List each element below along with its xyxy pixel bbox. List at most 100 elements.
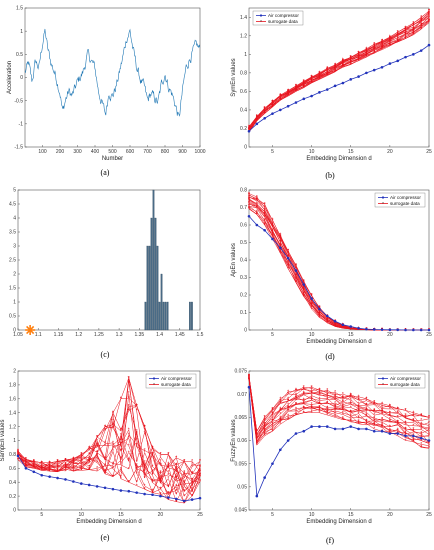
surrogate-point: * (381, 408, 383, 414)
surrogate-point: * (128, 428, 130, 434)
surrogate-point: * (420, 431, 422, 437)
air-compressor-point (365, 427, 368, 431)
surrogate-point: * (112, 449, 114, 455)
surrogate-point: * (295, 274, 297, 280)
surrogate-point: * (295, 387, 297, 393)
surrogate-point: * (318, 310, 320, 316)
surrogate-point: * (136, 437, 138, 443)
surrogate-point: * (303, 85, 305, 91)
surrogate-point: * (152, 479, 154, 485)
surrogate-point: * (33, 464, 35, 470)
surrogate-point: * (279, 408, 281, 414)
surrogate-point: * (342, 60, 344, 66)
surrogate-point: * (183, 501, 185, 507)
surrogate-point: * (191, 464, 193, 470)
surrogate-series-line (248, 376, 430, 436)
surrogate-point: * (405, 30, 407, 36)
surrogate-point: * (358, 395, 360, 401)
surrogate-point: * (96, 443, 98, 449)
surrogate-point: * (256, 199, 258, 205)
surrogate-point: * (167, 485, 169, 491)
air-compressor-point (349, 325, 353, 328)
surrogate-point: * (264, 109, 266, 115)
air-compressor-point (419, 49, 423, 52)
surrogate-point: * (365, 50, 367, 56)
surrogate-point: * (428, 9, 430, 15)
x-tick-label: 200 (56, 149, 65, 155)
surrogate-point: * (49, 461, 51, 467)
surrogate-point: * (295, 84, 297, 90)
surrogate-point: * (41, 467, 43, 473)
surrogate-point: * (136, 429, 138, 435)
surrogate-point: * (334, 321, 336, 327)
surrogate-point: * (326, 317, 328, 323)
y-tick-label: 0 (244, 328, 247, 334)
surrogate-point: * (318, 76, 320, 82)
surrogate-point: * (33, 463, 35, 469)
surrogate-point: * (303, 411, 305, 417)
surrogate-point: * (350, 60, 352, 66)
air-compressor-point (271, 112, 274, 115)
surrogate-point: * (412, 418, 414, 424)
surrogate-point: * (303, 405, 305, 411)
surrogate-point: * (318, 77, 320, 83)
surrogate-point: * (389, 39, 391, 45)
surrogate-point: * (358, 327, 360, 333)
surrogate-point: * (311, 307, 313, 313)
surrogate-point: * (112, 411, 114, 417)
surrogate-point: * (65, 463, 67, 469)
surrogate-point: * (183, 501, 185, 507)
surrogate-series-line (248, 21, 430, 132)
histogram-bar (166, 301, 169, 331)
surrogate-point: * (412, 412, 414, 418)
surrogate-point: * (311, 411, 313, 417)
surrogate-point: * (420, 18, 422, 24)
surrogate-point: * (295, 392, 297, 398)
surrogate-point: * (104, 424, 106, 430)
surrogate-point: * (49, 465, 51, 471)
surrogate-series-line (17, 437, 201, 502)
surrogate-point: * (311, 396, 313, 402)
surrogate-point: * (365, 50, 367, 56)
surrogate-point: * (272, 104, 274, 110)
surrogate-point: * (326, 393, 328, 399)
surrogate-point: * (112, 465, 114, 471)
surrogate-point: * (96, 469, 98, 475)
surrogate-point: * (287, 399, 289, 405)
surrogate-point: * (159, 479, 161, 485)
surrogate-point: * (373, 45, 375, 51)
surrogate-point: * (80, 455, 82, 461)
surrogate-point: * (256, 119, 258, 125)
surrogate-point: * (365, 328, 367, 334)
surrogate-point: * (49, 461, 51, 467)
surrogate-point: * (389, 411, 391, 417)
air-compressor-point (365, 71, 368, 75)
surrogate-point: * (248, 125, 250, 131)
surrogate-point: * (49, 465, 51, 471)
surrogate-point: * (420, 23, 422, 29)
surrogate-point: * (350, 327, 352, 333)
air-compressor-point (294, 432, 298, 435)
surrogate-point: * (248, 130, 250, 136)
surrogate-point: * (334, 323, 336, 329)
surrogate-point: * (72, 469, 74, 475)
surrogate-point: * (428, 420, 430, 426)
surrogate-point: * (412, 438, 414, 444)
surrogate-point: * (412, 429, 414, 435)
surrogate-point: * (405, 28, 407, 34)
surrogate-point: * (41, 467, 43, 473)
surrogate-point: * (358, 327, 360, 333)
surrogate-point: * (326, 410, 328, 416)
surrogate-point: * (311, 78, 313, 84)
surrogate-point: * (303, 85, 305, 91)
surrogate-point: * (256, 204, 258, 210)
x-tick-label: 5 (271, 149, 274, 155)
surrogate-point: * (350, 62, 352, 68)
surrogate-point: * (334, 67, 336, 73)
surrogate-point: * (72, 463, 74, 469)
surrogate-point: * (303, 388, 305, 394)
surrogate-point: * (397, 33, 399, 39)
surrogate-point: * (264, 425, 266, 431)
surrogate-point: * (57, 470, 59, 476)
